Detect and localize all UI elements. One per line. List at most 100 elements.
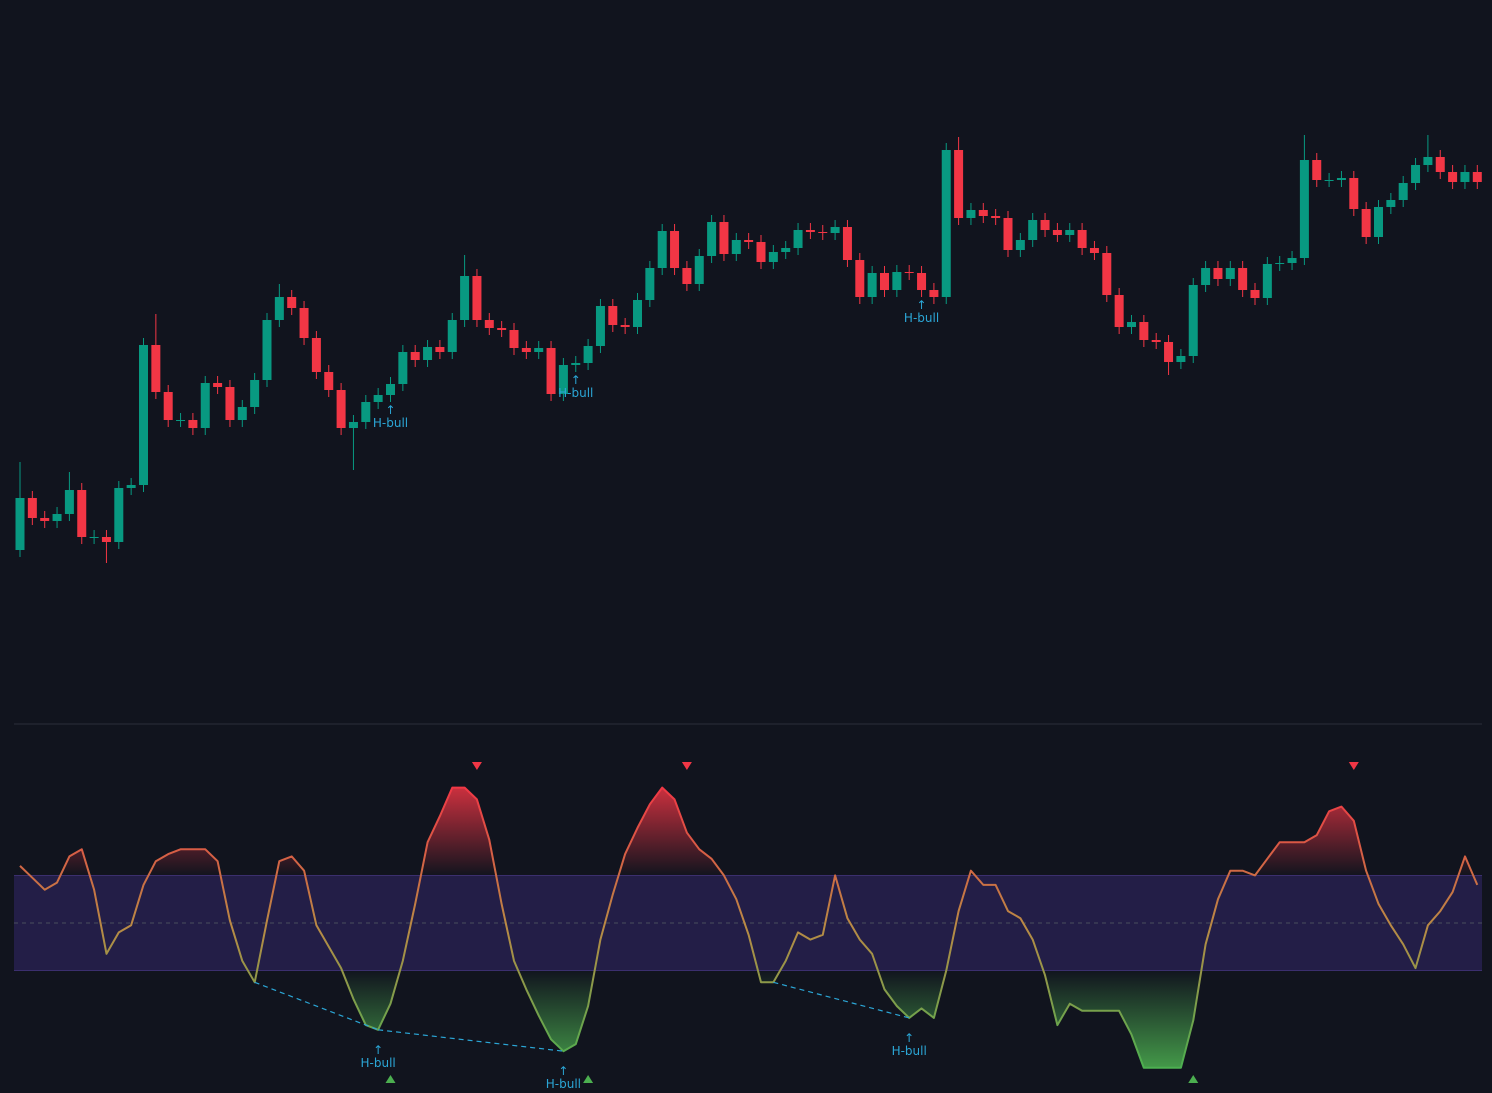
candle-body (583, 346, 593, 363)
candle-body (1250, 290, 1260, 298)
candle-body (1188, 285, 1198, 356)
candle-body (670, 231, 680, 268)
candle-body (1201, 268, 1211, 285)
candle-body (941, 150, 951, 297)
annotation-arrow: ↑ (558, 1064, 568, 1078)
candle-body (1102, 253, 1112, 295)
annotation-arrow: ↑ (904, 1031, 914, 1045)
candle-body (534, 348, 544, 352)
candle-body (15, 498, 25, 550)
buy-signal (583, 1075, 594, 1083)
candle-body (225, 387, 235, 420)
annotation-arrow: ↑ (571, 373, 581, 387)
annotation-label: H-bull (546, 1077, 581, 1091)
candle-body (781, 248, 791, 252)
candle-body (1299, 160, 1309, 258)
candle-body (40, 518, 50, 521)
candle-body (250, 380, 260, 407)
candle-body (1460, 172, 1470, 182)
candle-body (682, 268, 692, 284)
candle-body (1374, 207, 1383, 237)
candle-body (805, 230, 815, 232)
candle-body (435, 347, 445, 352)
candle-body (1077, 230, 1087, 248)
candle-body (966, 210, 976, 218)
candle-body (1164, 342, 1174, 362)
candle-body (917, 273, 927, 290)
candle-body (139, 345, 148, 485)
candle-body (1435, 157, 1445, 172)
candle-body (262, 320, 272, 380)
sell-signal (471, 762, 482, 770)
candle-body (1176, 356, 1186, 362)
candle-body (410, 352, 420, 360)
candle-body (818, 232, 828, 233)
candle-body (398, 352, 408, 384)
candle-body (484, 320, 494, 328)
candle-body (126, 485, 136, 488)
candle-body (274, 297, 284, 320)
candle-body (756, 242, 766, 262)
candle-body (1052, 230, 1062, 235)
candle-body (348, 422, 358, 428)
candle-body (27, 498, 37, 518)
candle-body (694, 256, 704, 284)
band (14, 875, 1482, 971)
candle-body (151, 345, 161, 392)
candle-body (1089, 248, 1099, 253)
candle-body (830, 227, 840, 233)
candle-body (867, 273, 877, 297)
candle-body (855, 260, 865, 297)
oscillator-line (19, 786, 1479, 1069)
candle-body (929, 290, 939, 297)
annotation-label: H-bull (904, 311, 939, 325)
candle-body (1225, 268, 1235, 279)
candle-body (509, 330, 519, 348)
annotation-label: H-bull (373, 416, 408, 430)
candle-body (546, 348, 556, 394)
candle-body (1275, 263, 1285, 264)
candle-body (447, 320, 457, 352)
candle-body (731, 240, 741, 254)
candle-body (1287, 258, 1297, 263)
annotation-arrow: ↑ (385, 403, 395, 417)
candle-body (1336, 178, 1346, 180)
candle-body (892, 272, 902, 290)
candle-body (373, 395, 383, 402)
candle-body (620, 325, 630, 327)
candle-body (978, 210, 988, 216)
candle-body (768, 252, 778, 262)
candle-body (1349, 178, 1359, 209)
annotation-label: H-bull (558, 386, 593, 400)
candle-body (1114, 295, 1124, 327)
annotation-arrow: ↑ (917, 298, 927, 312)
candle-body (633, 300, 642, 327)
candle-body (608, 306, 618, 325)
candle-body (1262, 264, 1272, 298)
candle-body (793, 230, 803, 248)
candle-body (1361, 209, 1371, 237)
candle-body (324, 372, 334, 390)
candle-body (386, 384, 395, 395)
candle-body (880, 273, 889, 290)
divergence-line (378, 1029, 564, 1052)
candle-body (311, 338, 321, 372)
candle-body (1448, 172, 1458, 182)
sell-signal (681, 762, 692, 770)
candle-body (1411, 165, 1421, 183)
candle-body (423, 347, 433, 360)
annotation-label: H-bull (361, 1056, 396, 1070)
candle-body (1065, 230, 1075, 235)
candle-body (707, 222, 717, 256)
candle-body (558, 365, 568, 394)
candle-body (1127, 322, 1136, 327)
candle-body (114, 488, 124, 542)
candle-body (1015, 240, 1025, 250)
candle-body (188, 420, 198, 428)
candle-body (719, 222, 729, 254)
oversold-fill (20, 970, 1478, 1068)
candle-body (213, 383, 223, 387)
candle-body (361, 402, 371, 422)
candle-body (1028, 220, 1038, 240)
